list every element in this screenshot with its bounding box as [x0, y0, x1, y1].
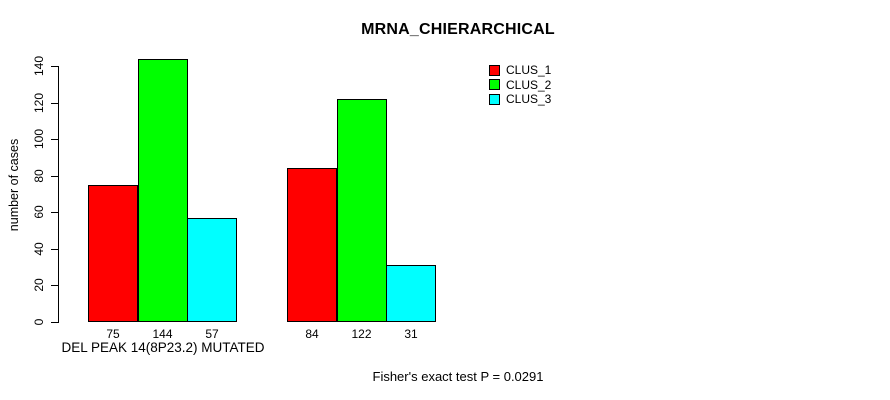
legend-item: CLUS_3	[489, 92, 551, 107]
fisher-test-annotation: Fisher's exact test P = 0.0291	[372, 369, 544, 384]
y-axis-tick	[51, 66, 58, 67]
legend-label-clus-1: CLUS_1	[506, 63, 552, 78]
legend-label-clus-2: CLUS_2	[506, 77, 552, 92]
y-axis-tick	[51, 322, 58, 323]
y-axis-label: number of cases	[7, 138, 21, 232]
bar-value-label: 122	[351, 327, 372, 341]
y-axis-tick-label: 80	[32, 169, 46, 183]
chart-title: MRNA_CHIERARCHICAL	[361, 21, 555, 38]
y-axis-tick	[51, 139, 58, 141]
bar-clus_2	[137, 59, 188, 322]
y-axis-tick-label: 140	[32, 55, 46, 77]
y-axis-tick	[51, 248, 58, 250]
x-axis-group-label: DEL PEAK 14(8P23.2) MUTATED	[61, 340, 265, 355]
bar-clus_3	[187, 218, 237, 322]
y-axis-tick-label: 60	[32, 205, 46, 219]
legend-swatch-clus-1	[489, 64, 500, 76]
y-axis-tick-label: 0	[32, 318, 46, 326]
y-axis-tick-label: 100	[32, 129, 46, 150]
y-axis-tick	[51, 212, 58, 214]
legend-item: CLUS_2	[489, 78, 551, 93]
y-axis-line	[58, 66, 59, 323]
y-axis-tick-label: 20	[32, 278, 46, 293]
legend: CLUS_1 CLUS_2 CLUS_3	[489, 63, 551, 107]
y-axis-tick	[51, 102, 58, 104]
bar-clus_1	[88, 185, 138, 322]
bar-clus_2	[336, 99, 387, 322]
bar-clus_3	[386, 265, 436, 322]
y-axis-tick-label: 120	[32, 92, 46, 113]
bar-value-label: 31	[404, 327, 418, 341]
y-axis-tick	[51, 285, 58, 287]
legend-swatch-clus-2	[489, 79, 500, 91]
bar-value-label: 84	[305, 327, 319, 341]
legend-item: CLUS_1	[489, 63, 551, 78]
bar-value-label: 57	[205, 327, 219, 341]
y-axis-tick-label: 40	[32, 242, 46, 256]
bar-clus_1	[287, 168, 337, 322]
y-axis-tick	[51, 175, 58, 177]
bar-value-label: 75	[106, 327, 120, 341]
bar-value-label: 144	[152, 327, 173, 341]
legend-swatch-clus-3	[489, 93, 500, 105]
legend-label-clus-3: CLUS_3	[506, 92, 552, 107]
